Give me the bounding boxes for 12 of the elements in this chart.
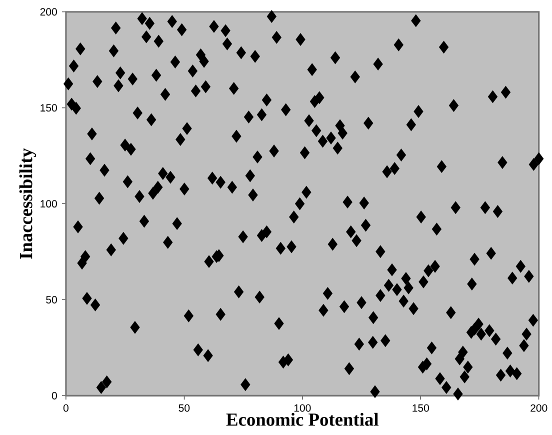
x-tick-label: 100: [294, 404, 311, 412]
y-tick-label: 100: [40, 200, 57, 208]
y-tick-label: 200: [40, 8, 57, 16]
y-tick-label: 150: [40, 104, 57, 112]
y-axis-title: Inaccessibility: [19, 148, 36, 259]
x-tick-label: 200: [530, 404, 548, 412]
x-axis-title: Economic Potential: [226, 412, 378, 426]
x-tick-label: 0: [63, 404, 68, 412]
y-tick-label: 0: [52, 392, 57, 400]
x-tick-label: 50: [178, 404, 190, 412]
x-tick-label: 150: [412, 404, 429, 412]
y-tick-label: 50: [46, 296, 57, 304]
